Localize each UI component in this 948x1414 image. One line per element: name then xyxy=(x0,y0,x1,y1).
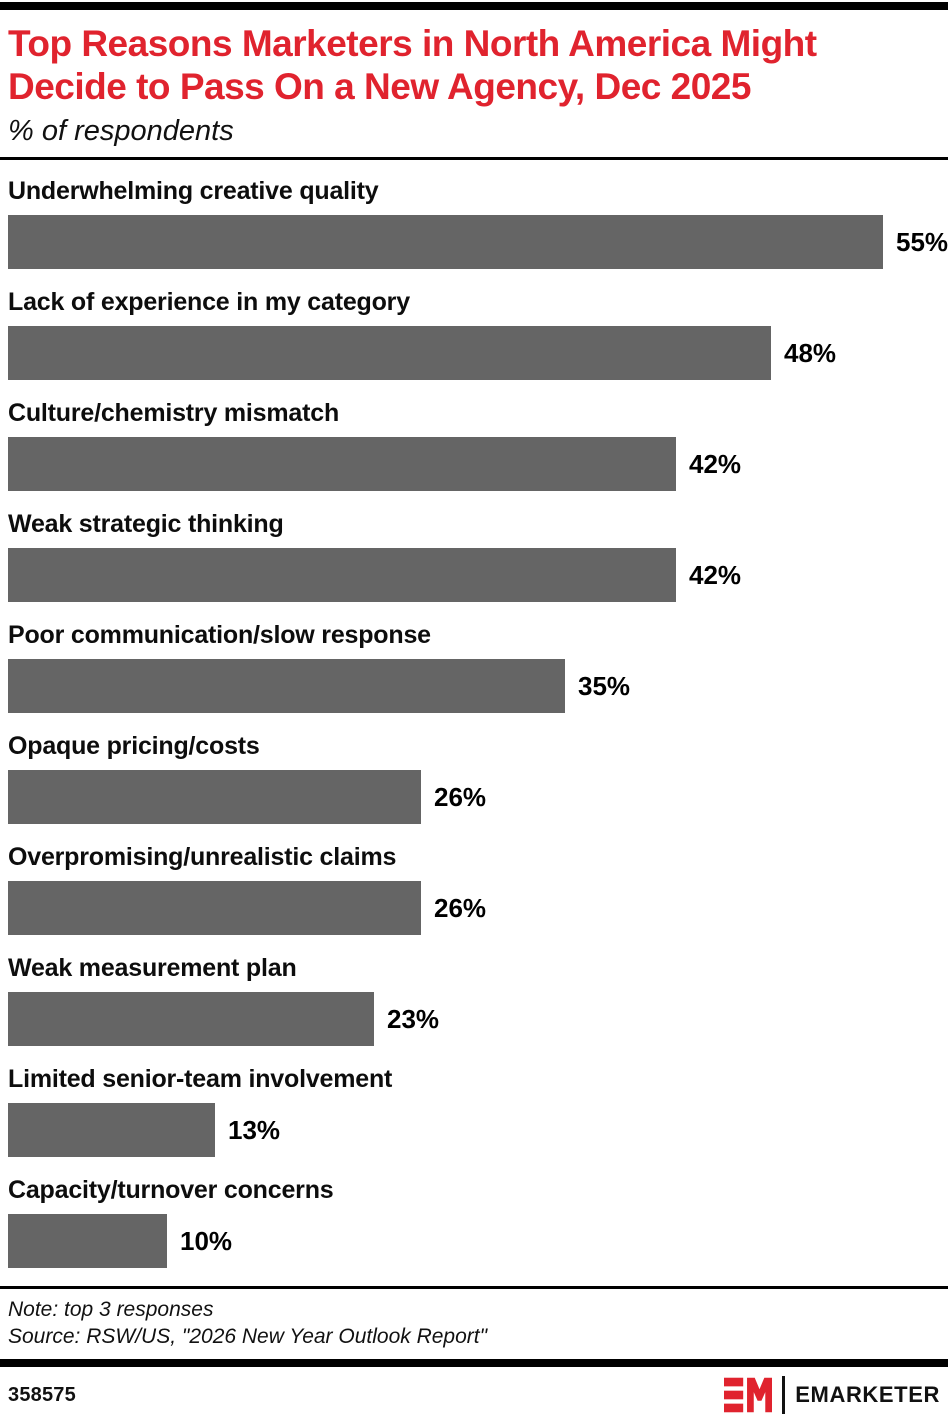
bar-value: 10% xyxy=(180,1225,233,1256)
bar xyxy=(8,1214,167,1268)
bar-label: Capacity/turnover concerns xyxy=(8,1176,334,1204)
bar xyxy=(8,437,676,491)
bar-row: Culture/chemistry mismatch 42% xyxy=(8,398,940,491)
bar-value: 35% xyxy=(578,670,631,701)
bar xyxy=(8,992,374,1046)
bar-value: 23% xyxy=(387,1003,440,1034)
bar-chart: Underwhelming creative quality 55% Lack of… xyxy=(0,160,948,1268)
bar-track: 35% xyxy=(8,659,940,713)
source-text: Source: RSW/US, "2026 New Year Outlook R… xyxy=(8,1325,488,1348)
bar-value: 13% xyxy=(228,1114,281,1145)
bar-track: 10% xyxy=(8,1214,940,1268)
bar-label: Culture/chemistry mismatch xyxy=(8,399,340,427)
emarketer-logo: EMARKETER xyxy=(724,1376,940,1414)
bar-label: Overpromising/unrealistic claims xyxy=(8,843,397,871)
bar-track: 55% xyxy=(8,215,948,269)
footer-rule xyxy=(0,1359,948,1367)
footer: 358575 EMARKETER xyxy=(0,1367,948,1414)
bar-row: Overpromising/unrealistic claims 26% xyxy=(8,842,940,935)
bar-label: Lack of experience in my category xyxy=(8,288,410,316)
bar-label: Weak measurement plan xyxy=(8,954,297,982)
bar-track: 48% xyxy=(8,326,940,380)
note-text: Note: top 3 responses xyxy=(8,1298,214,1321)
bar-track: 26% xyxy=(8,881,940,935)
bar-row: Opaque pricing/costs 26% xyxy=(8,731,940,824)
bar-label: Limited senior-team involvement xyxy=(8,1065,393,1093)
bar xyxy=(8,548,676,602)
chart-header: Top Reasons Marketers in North America M… xyxy=(0,10,948,148)
chart-rows: Underwhelming creative quality 55% Lack of… xyxy=(8,176,948,1268)
top-rule xyxy=(0,2,948,10)
bar-track: 23% xyxy=(8,992,940,1046)
bar-value: 26% xyxy=(434,781,487,812)
bar xyxy=(8,215,883,269)
bar-row: Capacity/turnover concerns 10% xyxy=(8,1175,940,1268)
bar-value: 26% xyxy=(434,892,487,923)
bar xyxy=(8,326,771,380)
bar-label: Poor communication/slow response xyxy=(8,621,431,649)
bar-track: 26% xyxy=(8,770,940,824)
bar-row: Underwhelming creative quality 55% xyxy=(8,176,948,269)
bar-track: 42% xyxy=(8,437,940,491)
bar-value: 48% xyxy=(784,337,837,368)
bar-value: 42% xyxy=(689,559,742,590)
notes-block: Note: top 3 responses Source: RSW/US, "2… xyxy=(0,1289,948,1359)
chart-id: 358575 xyxy=(8,1383,76,1406)
page-title: Top Reasons Marketers in North America M… xyxy=(8,22,940,108)
brand-wordmark: EMARKETER xyxy=(795,1382,940,1407)
title-line-1: Top Reasons Marketers in North America M… xyxy=(8,23,817,64)
bar-label: Underwhelming creative quality xyxy=(8,177,379,205)
header-divider xyxy=(0,157,948,160)
bar-value: 55% xyxy=(896,226,948,257)
notes-divider xyxy=(0,1286,948,1289)
bar xyxy=(8,1103,215,1157)
logo-separator xyxy=(782,1376,786,1414)
bar-row: Lack of experience in my category 48% xyxy=(8,287,940,380)
bar-row: Poor communication/slow response 35% xyxy=(8,620,940,713)
bar-track: 13% xyxy=(8,1103,940,1157)
bar-label: Opaque pricing/costs xyxy=(8,732,260,760)
bar-row: Weak strategic thinking 42% xyxy=(8,509,940,602)
bar xyxy=(8,659,565,713)
bar-track: 42% xyxy=(8,548,940,602)
bar xyxy=(8,770,421,824)
chart-subtitle: % of respondents xyxy=(8,115,234,147)
bar-row: Limited senior-team involvement 13% xyxy=(8,1064,940,1157)
title-line-2: Decide to Pass On a New Agency, Dec 2025 xyxy=(8,66,751,107)
bar-row: Weak measurement plan 23% xyxy=(8,953,940,1046)
bar-label: Weak strategic thinking xyxy=(8,510,284,538)
em-monogram-icon xyxy=(724,1377,773,1413)
bar-value: 42% xyxy=(689,448,742,479)
bar xyxy=(8,881,421,935)
